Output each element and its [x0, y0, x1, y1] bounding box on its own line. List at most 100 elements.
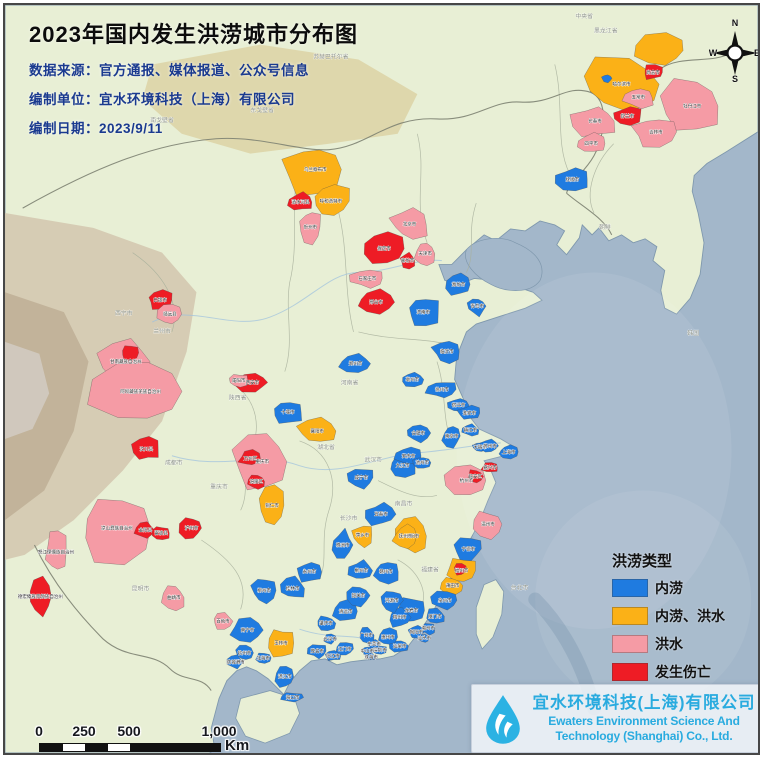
flood-region	[306, 644, 327, 660]
flood-region	[426, 607, 445, 624]
flood-region-label: 郴州市	[355, 567, 369, 574]
flood-region-label: 淮安市	[463, 410, 477, 417]
date-line: 编制日期：2023/9/11	[29, 121, 163, 136]
flood-region-label: 钦州市	[238, 649, 252, 656]
flood-region	[453, 537, 482, 562]
flood-region	[296, 562, 322, 583]
flood-region-label: 湛江市	[278, 673, 292, 680]
flood-region	[122, 345, 139, 363]
flood-region-label: 四平市	[584, 140, 598, 147]
basemap-label: 南昌市	[395, 499, 413, 507]
basemap-label: 昆明市	[132, 584, 150, 592]
flood-region-label: 江门市	[338, 645, 352, 652]
flood-region-label: 铜仁市	[265, 502, 279, 509]
basemap-label: 河南省	[341, 378, 359, 386]
basemap-label: 陕西省	[229, 393, 247, 401]
flood-regions-layer	[29, 32, 719, 703]
flood-region-label: 长春市	[588, 117, 602, 124]
flood-region-label: 揭阳市	[410, 629, 424, 636]
flood-region-label: 镇江市	[464, 426, 478, 433]
map-canvas[interactable]: 哈尔滨市牡丹江市尚志市五常市舒兰市吉林市长春市四平市抚顺市乌兰察布市呼和浩特市清…	[5, 5, 758, 753]
flood-region-label: 潍坊市	[452, 281, 466, 288]
flood-region	[346, 586, 371, 608]
flood-region-label: 防城港市	[227, 658, 245, 665]
flood-region-label: 海口市	[286, 694, 300, 701]
flood-region-label: 汕尾市	[393, 642, 407, 649]
compass-e-label: E	[754, 48, 760, 58]
compass-n-label: N	[732, 18, 739, 28]
flood-region-label: 天津市	[418, 250, 432, 257]
flood-region	[380, 591, 404, 614]
flood-region	[229, 374, 248, 388]
flood-region	[351, 525, 372, 549]
flood-region	[399, 251, 415, 270]
flood-region-label: 杭州市	[460, 477, 474, 484]
compass-circle	[726, 44, 744, 62]
flood-region-label: 南宁市	[241, 627, 255, 634]
flood-region	[299, 212, 321, 246]
flood-region	[87, 362, 183, 419]
flood-region	[44, 530, 67, 570]
flood-region	[453, 563, 468, 576]
flood-region	[338, 352, 371, 373]
flood-region	[418, 634, 431, 643]
scale-bar-segment	[107, 744, 130, 751]
flood-region	[322, 633, 338, 645]
basemap-label: 兰州市	[153, 327, 171, 335]
scale-bar-segment	[85, 744, 108, 751]
flood-region	[498, 444, 519, 460]
flood-region-label: 德宏傣族景颇族自治州	[18, 593, 63, 600]
basemap-label: 武汉市	[364, 456, 382, 464]
legend-label: 洪水	[655, 636, 683, 652]
flood-region-label: 苏州市	[483, 442, 497, 449]
scale-tick-250: 250	[72, 723, 96, 739]
flood-region-label: 梅州市	[393, 614, 407, 621]
flood-region	[621, 88, 654, 110]
flood-region	[255, 652, 272, 664]
flood-region-label: 雷波县	[154, 530, 168, 537]
flood-region-label: 清水河县	[292, 199, 310, 206]
flood-region-label: 深圳市	[373, 646, 387, 653]
legend-title: 洪涝类型	[612, 553, 673, 570]
flood-region	[331, 527, 354, 559]
basemap-label: 重庆市	[210, 482, 228, 490]
flood-region-label: 舒兰市	[621, 112, 635, 119]
scale-bar-segment	[130, 744, 220, 751]
flood-region	[407, 625, 425, 639]
flood-region-label: 阿坝藏族羌族自治州	[120, 388, 161, 395]
flood-region-label: 尚志市	[646, 69, 660, 76]
flood-region-label: 西安市	[246, 379, 260, 386]
company-name-cn: 宜水环境科技(上海)有限公司	[532, 694, 756, 713]
basemap-label: 朝鲜	[599, 223, 611, 231]
scale-bar-track	[39, 743, 221, 752]
flood-region-label: 宁德市	[462, 545, 476, 552]
flood-region	[85, 499, 151, 566]
flood-region-label: 重庆市	[255, 458, 269, 465]
flood-region-label: 五常市	[631, 94, 645, 101]
flood-region-label: 桂林市	[286, 585, 300, 592]
flood-region-label: 廊坊市	[401, 257, 415, 264]
scale-tick-0: 0	[35, 723, 43, 739]
flood-region-label: 惠州市	[381, 634, 395, 641]
company-name-en-2: Technology (Shanghai) Co., Ltd.	[555, 728, 733, 743]
flood-region	[430, 590, 458, 611]
flood-region	[151, 526, 170, 540]
flood-region	[231, 433, 288, 491]
flood-region	[280, 692, 304, 703]
flood-region-label: 北海市	[256, 654, 270, 661]
flood-region-label: 乌兰察布市	[304, 166, 327, 173]
flood-region-label: 汶川县	[140, 445, 154, 452]
flood-region	[388, 207, 428, 240]
scale-tick-500: 500	[117, 723, 141, 739]
flood-region-label: 咸宁市	[355, 474, 369, 481]
flood-region-label: 上海市	[502, 448, 516, 455]
title-block: 2023年国内发生洪涝城市分布图 数据来源：官方通报、媒体报道、公众号信息 编制…	[29, 17, 358, 146]
flood-region-label: 河源市	[385, 597, 399, 604]
map-frame: 哈尔滨市 牡丹江市 尚志市 五常市 舒兰市 吉林市 长春市 四平市 抚顺市 乌兰察布市 呼和浩特市清…	[3, 3, 760, 755]
flood-region	[601, 74, 613, 84]
map-labels-layer: 哈尔滨市牡丹江市尚志市五常市舒兰市吉林市长春市四平市抚顺市乌兰察布市呼和浩特市清…	[18, 12, 703, 702]
flood-region-label: 怒江傈僳族自治州	[38, 548, 74, 555]
flood-region	[439, 576, 464, 596]
legend-item-neilao: 内涝	[612, 578, 725, 598]
flood-region	[377, 627, 398, 645]
